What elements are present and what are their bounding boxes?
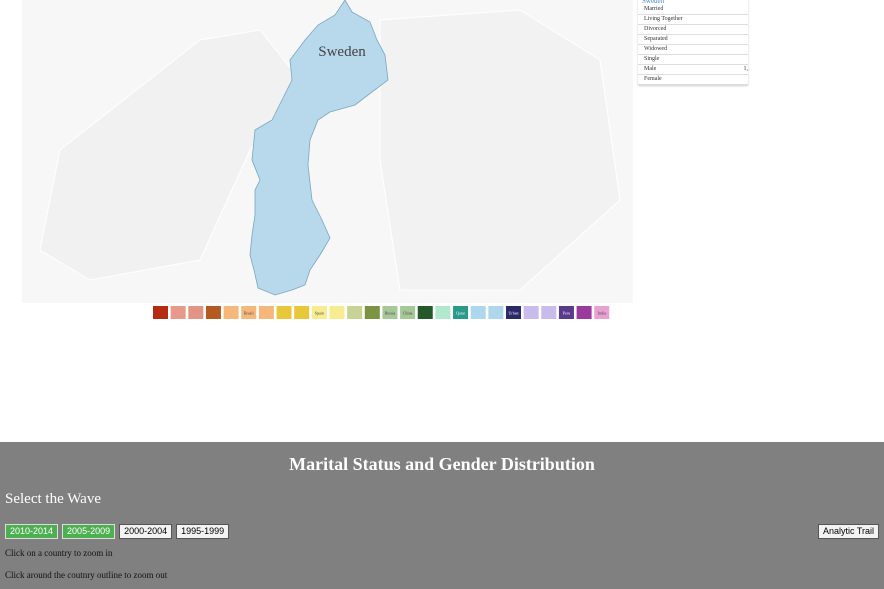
- country-label: Sweden: [318, 44, 366, 60]
- legend-swatch: [541, 306, 557, 319]
- legend-swatch: [364, 306, 380, 319]
- row-label: Living Together: [644, 16, 683, 22]
- legend-label: Brazil: [244, 311, 255, 316]
- hint: Click around the coutnry outline to zoom…: [5, 570, 168, 580]
- legend-swatch: [311, 306, 327, 319]
- control-panel: Marital Status and Gender Distribution S…: [0, 442, 884, 589]
- legend-swatch: [347, 306, 363, 319]
- trail-button[interactable]: Analytic Trail: [817, 524, 879, 539]
- legend-swatch: [223, 306, 239, 319]
- legend-label: Qatar: [456, 311, 466, 316]
- legend-swatch: [470, 306, 486, 319]
- panel-title: Marital Status and Gender Distribution: [289, 454, 595, 474]
- legend-swatch: [153, 306, 168, 319]
- tooltip-row: Male 1,: [638, 65, 748, 75]
- legend-label: India: [598, 311, 606, 316]
- legend-swatch: [558, 306, 574, 319]
- tooltip-row: Separated: [638, 35, 748, 45]
- legend-swatch: [506, 306, 521, 319]
- legend-label: Russia: [385, 311, 396, 316]
- row-label: Single: [644, 56, 660, 62]
- legend-swatch: [258, 306, 274, 319]
- legend-swatch: [170, 306, 186, 319]
- legend-swatch: [241, 306, 257, 319]
- legend: Brazil Spain Russia China Qatar Urban Peru Indi…: [153, 306, 610, 319]
- tooltip-row: Divorced: [638, 25, 748, 35]
- tooltip-rows: Married Living Together Divorced Separated W…: [638, 5, 748, 85]
- row-label: Widowed: [644, 46, 668, 52]
- panel-subtitle: Select the Wave: [5, 491, 101, 507]
- tooltip-row: Married: [638, 5, 748, 15]
- tooltip-row: Living Together: [638, 15, 748, 25]
- row-label: Married: [644, 6, 664, 12]
- wave-button[interactable]: 2010-2014: [5, 524, 59, 539]
- row-value: 1,: [743, 66, 749, 72]
- legend-swatch: [329, 306, 345, 319]
- legend-swatch: [594, 306, 610, 319]
- tooltip-title: Sweden: [642, 0, 665, 5]
- wave-button[interactable]: 2005-2009: [62, 524, 116, 539]
- neighbor-land: [39, 29, 301, 281]
- legend-swatch: [276, 306, 292, 319]
- legend-swatch: [400, 306, 416, 319]
- row-label: Female: [644, 76, 662, 82]
- legend-swatch: [576, 306, 592, 319]
- legend-swatch: [435, 306, 451, 319]
- legend-label: China: [403, 311, 413, 316]
- legend-swatch: [488, 306, 504, 319]
- tooltip-row: Female: [638, 75, 748, 85]
- legend-label: Spain: [315, 311, 324, 316]
- legend-swatch: [523, 306, 539, 319]
- legend-swatch: [205, 306, 221, 319]
- legend-swatch: [417, 306, 433, 319]
- country-sweden[interactable]: [249, 0, 389, 296]
- map: Sweden Brazil Spain Russia China Qatar Urban P…: [39, 0, 621, 319]
- wave-buttons: 2010-2014 2005-2009 2000-2004 1995-1999: [5, 524, 230, 539]
- legend-swatch: [294, 306, 310, 319]
- legend-swatch: [188, 306, 204, 319]
- tooltip-row: Widowed: [638, 45, 748, 55]
- row-label: Male: [644, 66, 657, 72]
- legend-swatch: [453, 306, 469, 319]
- row-label: Divorced: [644, 26, 667, 32]
- wave-button[interactable]: 1995-1999: [176, 524, 230, 539]
- legend-label: Urban: [509, 311, 519, 316]
- tooltip: Sweden Married Living Together Divorced Sep…: [638, 0, 748, 85]
- wave-button[interactable]: 2000-2004: [119, 524, 173, 539]
- hint: Click on a country to zoom in: [5, 548, 113, 558]
- row-label: Separated: [644, 36, 668, 42]
- legend-label: Peru: [563, 311, 570, 316]
- neighbor-land: [379, 9, 621, 291]
- tooltip-row: Single: [638, 55, 748, 65]
- legend-swatch: [382, 306, 398, 319]
